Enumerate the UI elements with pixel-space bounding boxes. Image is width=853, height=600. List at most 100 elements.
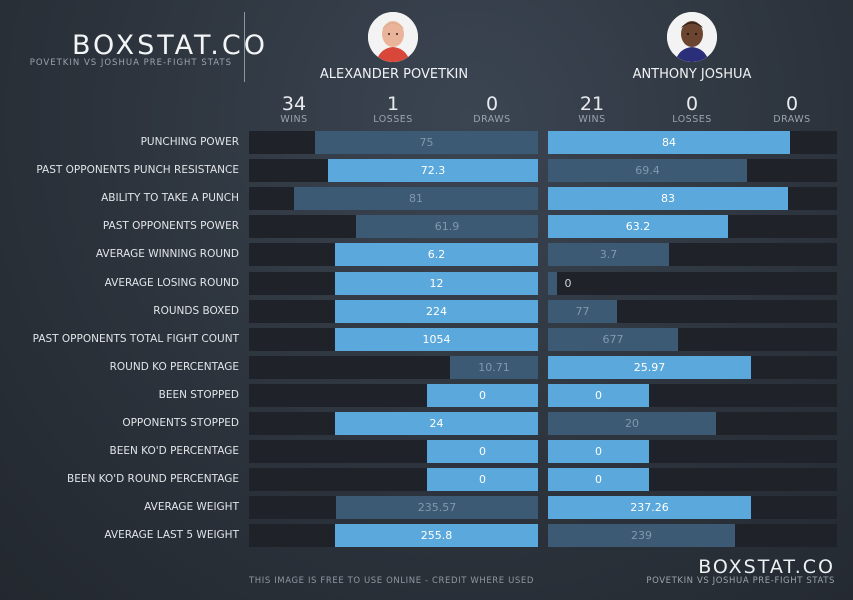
bar-track-right: 69.4 (548, 159, 837, 182)
header-divider (244, 12, 245, 82)
bar-value-right: 0 (595, 445, 602, 458)
record-draws-value: 0 (485, 93, 499, 115)
bar-track-left: 255.8 (249, 524, 538, 547)
bar-track-right: 0 (548, 272, 837, 295)
bar-left (335, 412, 538, 435)
bar-track-left: 0 (249, 384, 538, 407)
category-label: ABILITY TO TAKE A PUNCH (101, 192, 239, 204)
bar-track-right: 83 (548, 187, 837, 210)
bar-left (335, 243, 538, 266)
category-label: BEEN KO'D ROUND PERCENTAGE (67, 473, 239, 485)
brand-logo: BOXSTAT.CO (72, 30, 268, 61)
bar-value-right: 83 (661, 192, 675, 205)
bar-track-left: 224 (249, 300, 538, 323)
record-losses-value: 0 (685, 93, 699, 115)
bar-track-left: 75 (249, 131, 538, 154)
bar-left (450, 356, 538, 379)
fighter-portrait-icon (667, 12, 717, 62)
record-wins-right: 21 WINS (547, 94, 637, 125)
bar-value-left: 61.9 (434, 220, 460, 233)
category-label: OPPONENTS STOPPED (122, 417, 239, 429)
bar-left (336, 496, 538, 519)
record-losses-label: LOSSES (373, 114, 413, 125)
bar-value-left: 235.57 (417, 501, 457, 514)
category-label: ROUND KO PERCENTAGE (109, 361, 239, 373)
bar-value-left: 0 (479, 389, 486, 402)
bar-track-left: 12 (249, 272, 538, 295)
bar-track-right: 20 (548, 412, 837, 435)
bar-right (548, 524, 735, 547)
bar-value-right: 677 (602, 333, 624, 346)
bar-right (548, 215, 728, 238)
bar-value-left: 224 (426, 305, 447, 318)
bar-value-right: 69.4 (635, 164, 660, 177)
bar-track-left: 0 (249, 440, 538, 463)
record-wins-left: 34 WINS (249, 94, 339, 125)
brand-subtitle: POVETKIN VS JOSHUA PRE-FIGHT STATS (29, 58, 232, 68)
record-losses-right: 0 LOSSES (647, 94, 737, 125)
bar-right (548, 243, 669, 266)
bar-value-left: 0 (479, 473, 486, 486)
record-losses-label: LOSSES (672, 114, 712, 125)
bar-left (335, 328, 538, 351)
bar-track-right: 63.2 (548, 215, 837, 238)
bar-value-right: 77 (575, 305, 590, 318)
bar-value-right: 237.26 (630, 501, 669, 514)
bar-left (335, 524, 538, 547)
bar-value-right: 0 (595, 473, 602, 486)
bar-right (548, 384, 649, 407)
bar-value-left: 75 (419, 136, 434, 149)
bar-left (427, 440, 538, 463)
bar-value-right: 63.2 (625, 220, 651, 233)
bar-left (294, 187, 538, 210)
bar-left (315, 131, 538, 154)
bar-value-left: 72.3 (420, 164, 446, 177)
fighter-name-left: ALEXANDER POVETKIN (319, 67, 469, 82)
bar-right (548, 412, 716, 435)
bar-track-left: 24 (249, 412, 538, 435)
bar-track-right: 0 (548, 468, 837, 491)
bar-track-right: 677 (548, 328, 837, 351)
bar-left (427, 468, 538, 491)
bar-value-left: 12 (429, 277, 444, 290)
bar-track-right: 0 (548, 440, 837, 463)
record-draws-label: DRAWS (473, 114, 511, 125)
bar-right (548, 468, 649, 491)
bar-track-left: 10.71 (249, 356, 538, 379)
category-label: ROUNDS BOXED (153, 305, 239, 317)
bar-value-right: 239 (631, 529, 652, 542)
bar-track-right: 77 (548, 300, 837, 323)
bar-track-right: 239 (548, 524, 837, 547)
bar-left (335, 300, 538, 323)
category-label: PAST OPPONENTS PUNCH RESISTANCE (36, 164, 239, 176)
category-label: AVERAGE WEIGHT (144, 501, 239, 513)
bar-left (356, 215, 538, 238)
category-label: BEEN KO'D PERCENTAGE (109, 445, 239, 457)
bar-track-left: 61.9 (249, 215, 538, 238)
bar-left (335, 272, 538, 295)
bar-value-right: 0 (595, 389, 602, 402)
bar-track-right: 237.26 (548, 496, 837, 519)
fighter-avatar-left (368, 12, 418, 62)
bar-track-right: 3.7 (548, 243, 837, 266)
bar-track-left: 81 (249, 187, 538, 210)
record-wins-value: 34 (281, 93, 307, 115)
record-wins-label: WINS (280, 114, 308, 125)
record-wins-value: 21 (579, 93, 605, 115)
category-label: AVERAGE LAST 5 WEIGHT (104, 529, 239, 541)
bar-track-left: 0 (249, 468, 538, 491)
footer-credit: THIS IMAGE IS FREE TO USE ONLINE - CREDI… (249, 576, 534, 586)
record-losses-value: 1 (386, 93, 400, 115)
category-label: AVERAGE WINNING ROUND (95, 248, 239, 260)
bar-left (427, 384, 538, 407)
bar-left (328, 159, 538, 182)
record-draws-label: DRAWS (773, 114, 811, 125)
bar-right (548, 496, 751, 519)
bar-track-left: 6.2 (249, 243, 538, 266)
bar-right (548, 159, 747, 182)
record-draws-left: 0 DRAWS (447, 94, 537, 125)
record-losses-left: 1 LOSSES (348, 94, 438, 125)
bar-track-right: 84 (548, 131, 837, 154)
category-label: AVERAGE LOSING ROUND (104, 277, 239, 289)
bar-right (548, 131, 790, 154)
